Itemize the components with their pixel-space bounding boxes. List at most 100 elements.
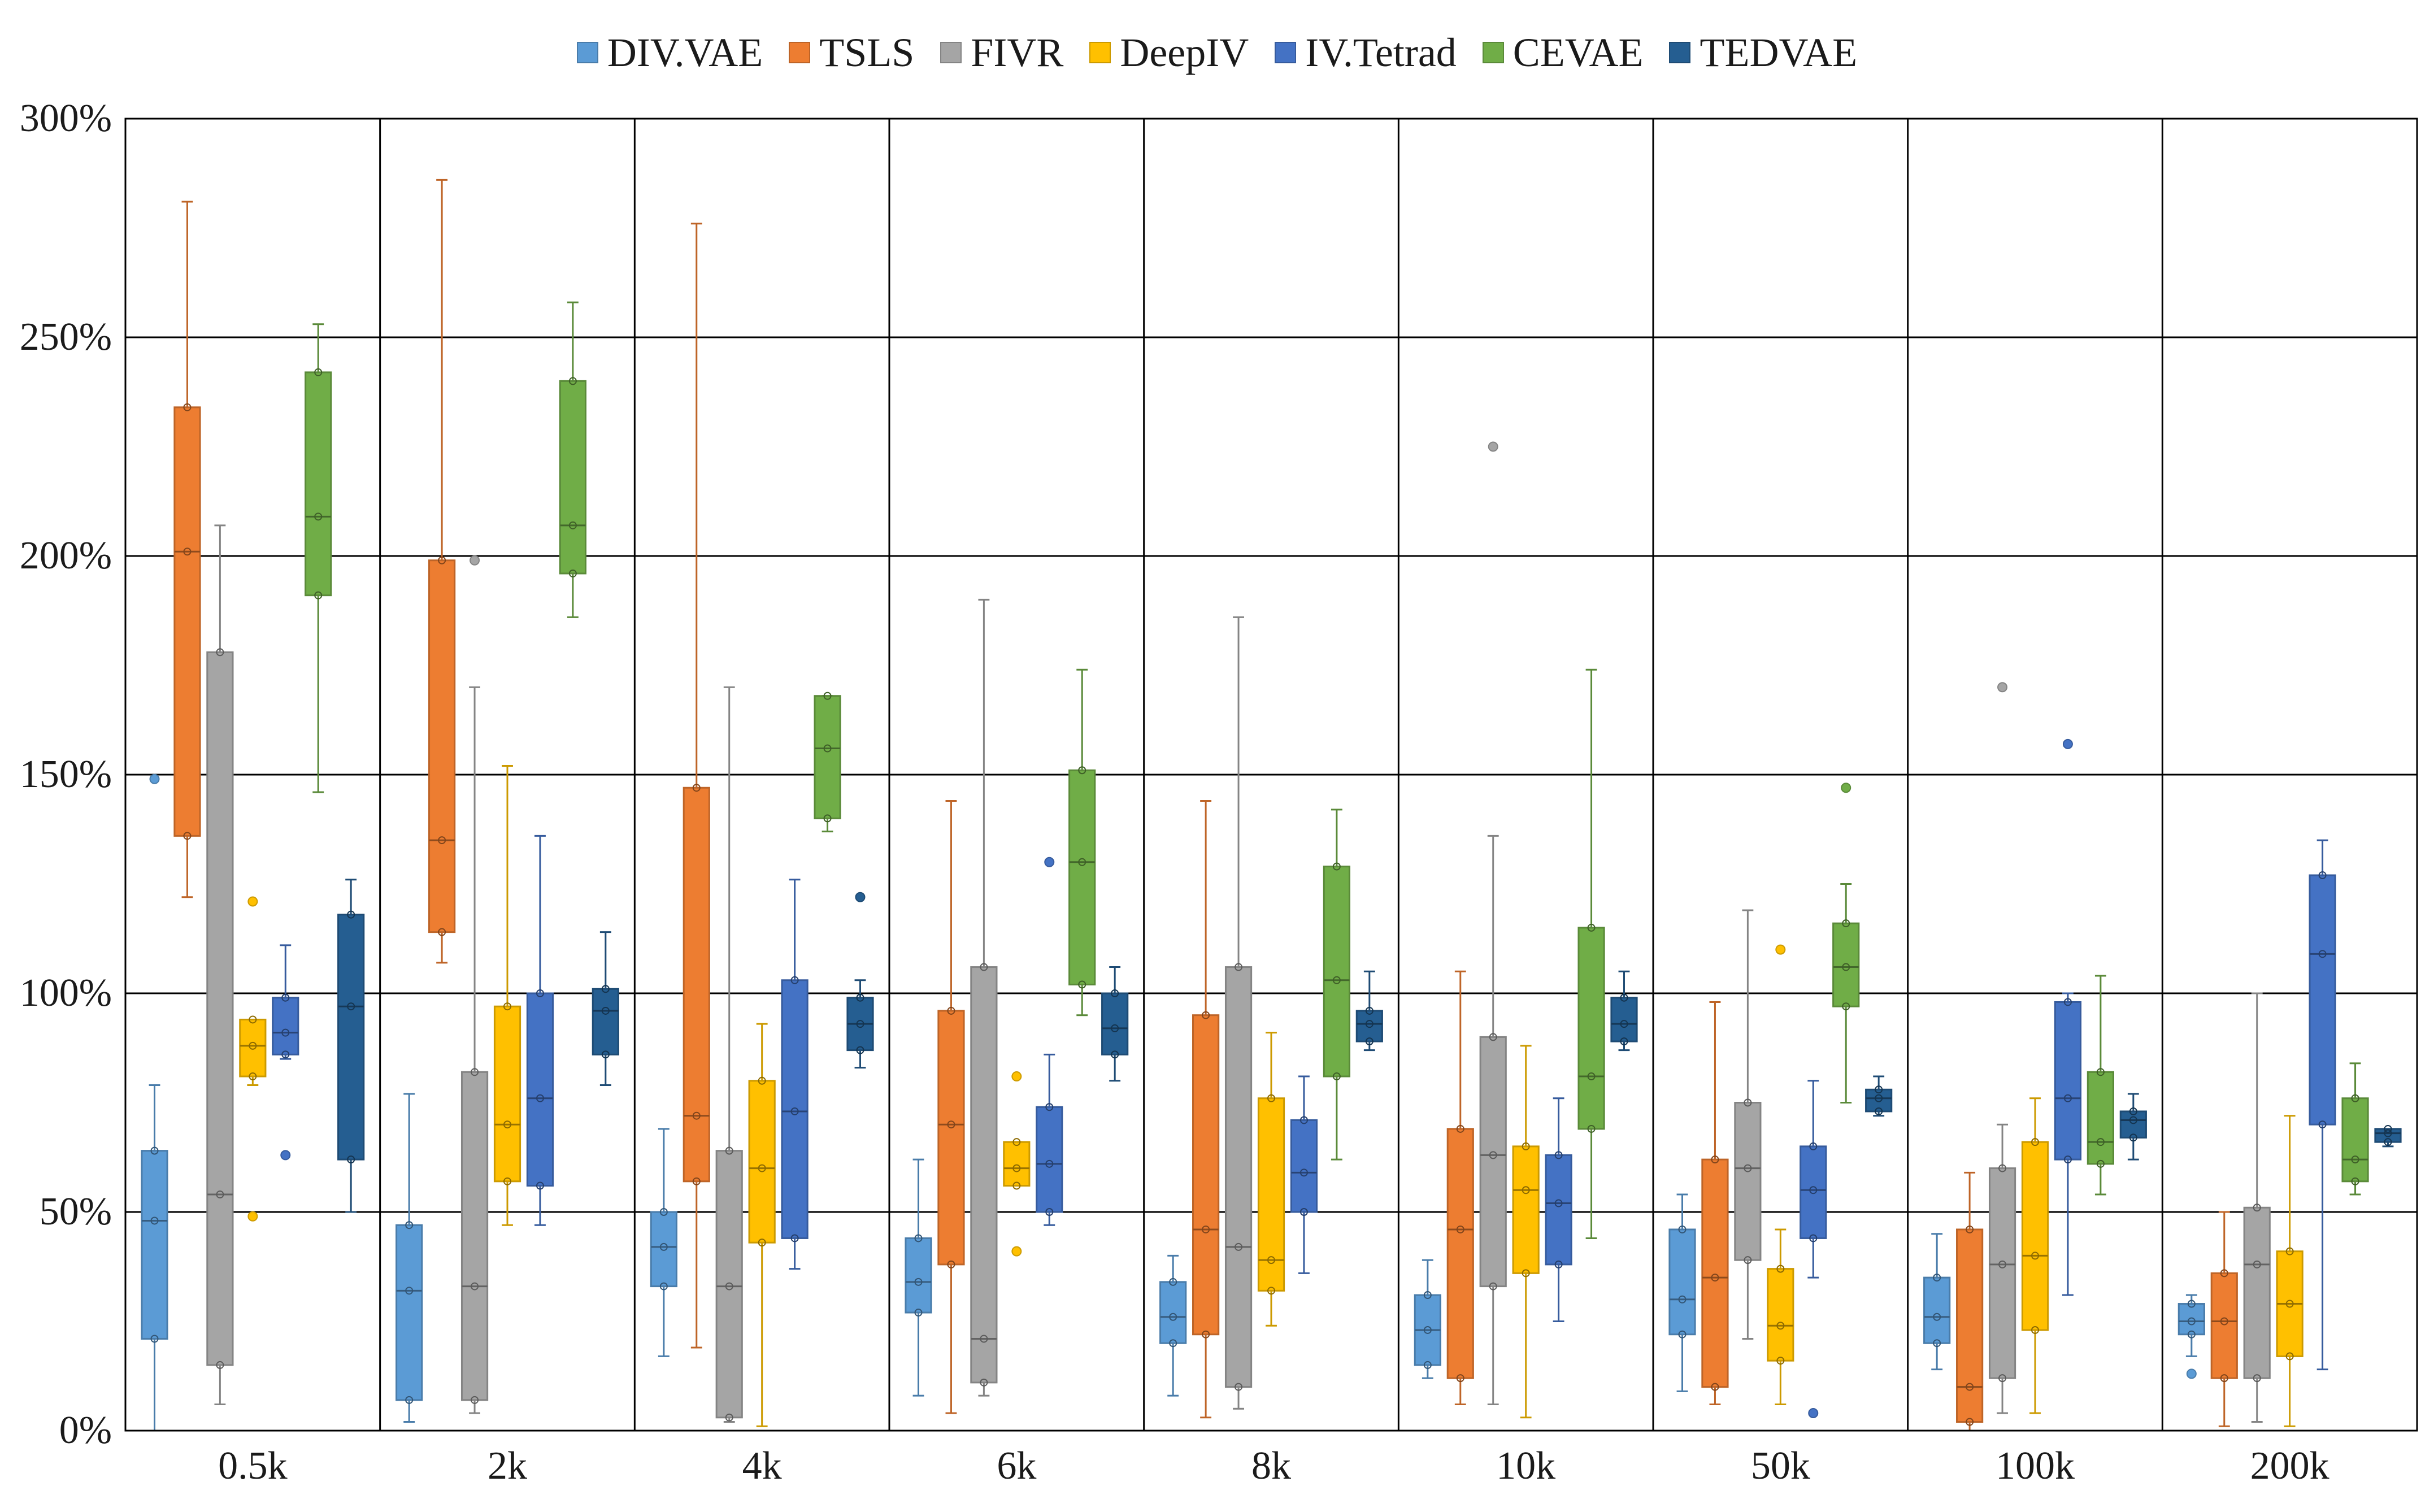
legend-label: DeepIV (1120, 30, 1249, 75)
inner-point (790, 976, 799, 984)
inner-point (823, 692, 832, 700)
iqr-box (1290, 1119, 1318, 1213)
inner-point (1522, 1142, 1530, 1150)
inner-point (568, 521, 577, 529)
outlier-point (1488, 441, 1498, 452)
iqr-box (526, 992, 554, 1187)
y-tick-label: 100% (19, 971, 112, 1015)
iqr-box (1323, 866, 1350, 1077)
iqr-box (1068, 769, 1096, 986)
box-iv-tetrad-6k (1036, 857, 1063, 1226)
inner-point (1678, 1225, 1687, 1233)
iqr-box (305, 371, 332, 597)
x-tick-label: 200k (2250, 1444, 2329, 1488)
inner-point (1711, 1155, 1719, 1164)
inner-point (659, 1282, 668, 1291)
iqr-box (1577, 927, 1605, 1130)
inner-point (2285, 1247, 2294, 1255)
inner-point (659, 1242, 668, 1251)
iqr-box (970, 966, 998, 1384)
iqr-box (781, 979, 809, 1239)
inner-point (1875, 1085, 1883, 1094)
inner-point (1842, 1002, 1850, 1011)
box-tedvae-2k (592, 931, 619, 1087)
inner-point (1423, 1326, 1432, 1334)
inner-point (1809, 1142, 1818, 1150)
x-tick-label: 0.5k (218, 1444, 288, 1488)
inner-point (2318, 871, 2327, 880)
iqr-box (905, 1237, 932, 1314)
iqr-box (1003, 1141, 1031, 1187)
iqr-box (2309, 874, 2336, 1126)
box-tsls-6k (937, 800, 965, 1414)
inner-point (823, 814, 832, 823)
inner-point (1998, 1374, 2007, 1383)
inner-point (2187, 1317, 2196, 1326)
inner-point (1998, 1164, 2007, 1172)
inner-point (823, 744, 832, 753)
iqr-box (1923, 1276, 1951, 1344)
iqr-box (1988, 1167, 2016, 1379)
inner-point (536, 1094, 544, 1102)
inner-point (281, 1050, 290, 1059)
inner-point (1169, 1339, 1177, 1348)
box-div-vae-4k (650, 1128, 677, 1357)
inner-point (1235, 1242, 1243, 1251)
inner-point (2096, 1159, 2105, 1168)
inner-point (2351, 1094, 2359, 1102)
x-tick-label: 2k (488, 1444, 527, 1488)
inner-point (1966, 1418, 1974, 1426)
inner-point (2253, 1203, 2261, 1212)
iqr-box (2341, 1097, 2369, 1183)
iqr-box (1355, 1010, 1383, 1042)
legend-item: TSLS (789, 32, 914, 73)
inner-point (314, 591, 323, 599)
iqr-box (748, 1080, 776, 1244)
box-iv-tetrad-200k (2309, 839, 2336, 1371)
iqr-box (206, 651, 234, 1366)
iqr-box (428, 559, 456, 933)
inner-point (1012, 1181, 1021, 1190)
outlier-point (1997, 682, 2008, 693)
iqr-box (1257, 1097, 1285, 1292)
iqr-box (559, 380, 586, 575)
box-deepiv-200k (2276, 1115, 2303, 1427)
inner-point (2063, 1155, 2072, 1164)
outlier-point (1044, 857, 1055, 867)
box-fivr-2k (460, 555, 489, 1414)
box-tsls-50k (1701, 1001, 1729, 1406)
inner-point (2351, 1177, 2359, 1185)
inner-point (692, 784, 701, 792)
inner-point (1711, 1274, 1719, 1282)
inner-point (405, 1396, 414, 1404)
box-cevae-0.5k (305, 323, 332, 793)
iqr-box (493, 1005, 521, 1183)
inner-point (1776, 1265, 1785, 1273)
box-fivr-8k (1224, 616, 1253, 1410)
legend-label: FIVR (971, 30, 1064, 75)
chart-legend: DIV.VAE TSLS FIVR DeepIV IV.Tetrad CEVAE TEDVA… (0, 27, 2434, 78)
inner-point (1235, 1383, 1243, 1391)
y-tick-label: 250% (19, 315, 112, 359)
inner-point (2253, 1260, 2261, 1268)
legend-item: FIVR (940, 32, 1063, 73)
box-cevae-6k (1068, 668, 1096, 1016)
x-tick-label: 4k (742, 1444, 782, 1488)
inner-point (1111, 989, 1119, 997)
iqr-box (1800, 1145, 1827, 1239)
inner-point (1456, 1374, 1464, 1383)
inner-point (216, 648, 224, 657)
inner-point (1456, 1225, 1464, 1233)
box-div-vae-200k (2177, 1294, 2205, 1379)
box-deepiv-0.5k (239, 896, 267, 1222)
box-div-vae-100k (1923, 1233, 1951, 1371)
inner-point (980, 1335, 988, 1343)
inner-point (1299, 1116, 1308, 1124)
inner-point (1587, 1072, 1596, 1081)
inner-point (249, 1015, 257, 1024)
legend-item: DeepIV (1089, 32, 1249, 73)
iqr-box (1101, 992, 1129, 1055)
x-tick-label: 8k (1251, 1444, 1291, 1488)
inner-point (2187, 1330, 2196, 1339)
inner-point (2129, 1107, 2137, 1115)
